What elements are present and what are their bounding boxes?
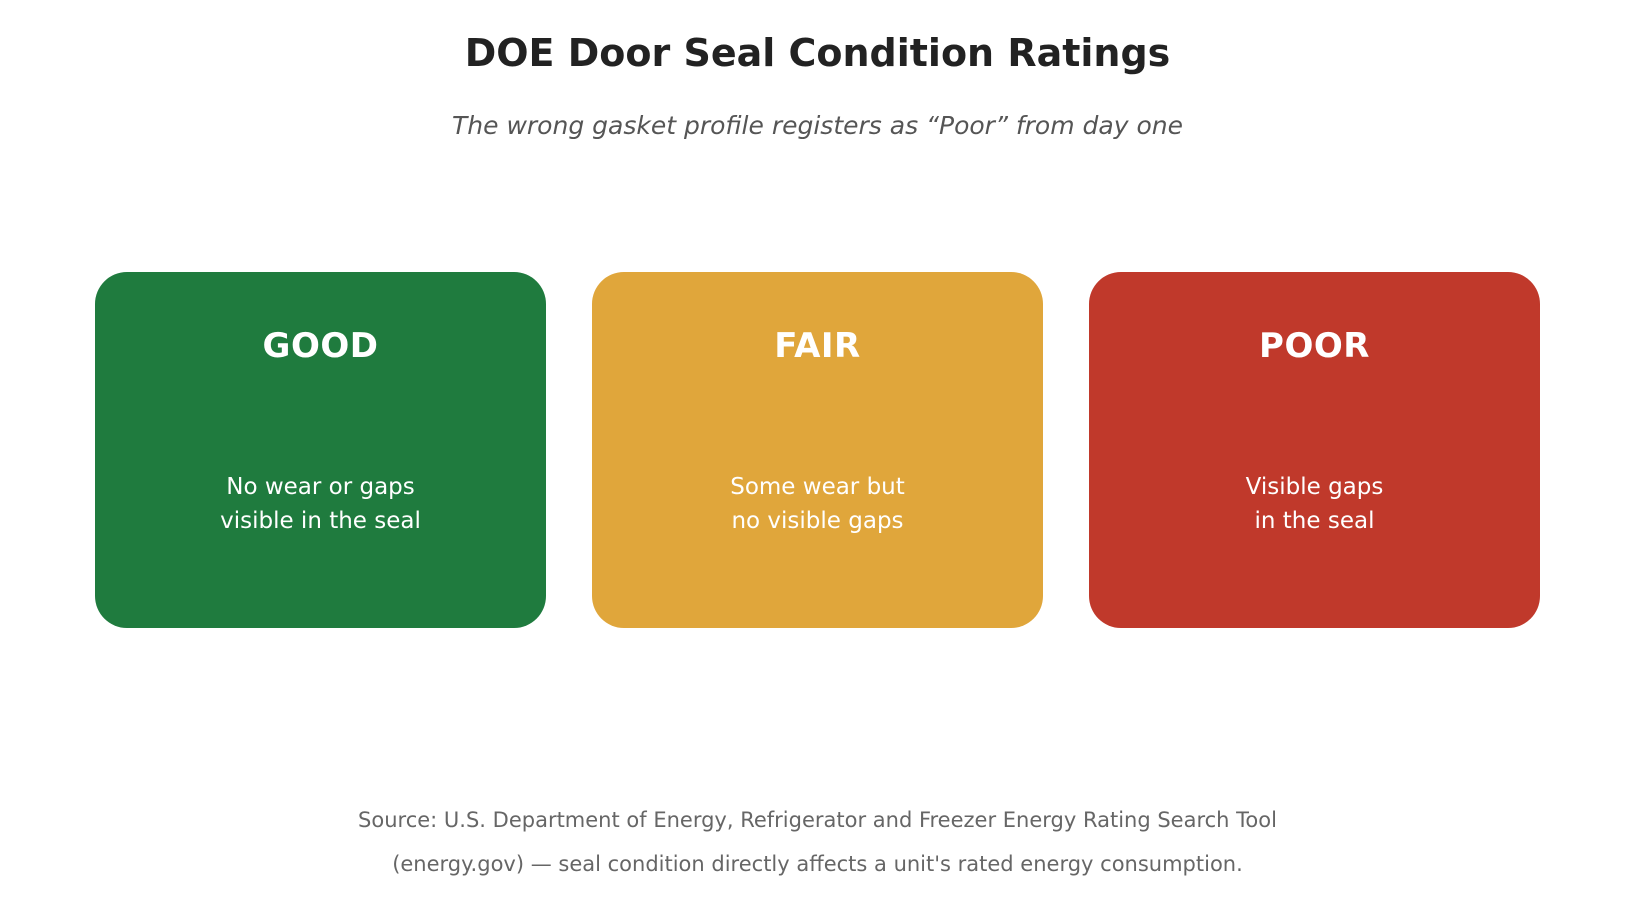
rating-description-line: no visible gaps [731,508,904,534]
rating-description-line: visible in the seal [220,508,421,534]
rating-card-good: GOOD No wear or gaps visible in the seal [95,272,546,628]
rating-description-line: Visible gaps [1245,474,1384,500]
rating-card-poor: POOR Visible gaps in the seal [1089,272,1540,628]
rating-description-poor: Visible gaps in the seal [1089,470,1540,538]
rating-cards: GOOD No wear or gaps visible in the seal… [95,272,1540,628]
rating-description-line: No wear or gaps [226,474,415,500]
page-subtitle: The wrong gasket profile registers as “P… [452,111,1183,140]
rating-description-line: in the seal [1254,508,1375,534]
rating-label-good: GOOD [262,326,379,366]
rating-label-fair: FAIR [774,326,861,366]
source-line: Source: U.S. Department of Energy, Refri… [358,808,1277,832]
rating-description-fair: Some wear but no visible gaps [592,470,1043,538]
page-title: DOE Door Seal Condition Ratings [464,31,1171,75]
rating-card-fair: FAIR Some wear but no visible gaps [592,272,1043,628]
rating-description-good: No wear or gaps visible in the seal [95,470,546,538]
source-note: Source: U.S. Department of Energy, Refri… [0,798,1635,886]
source-line: (energy.gov) — seal condition directly a… [392,852,1243,876]
rating-label-poor: POOR [1259,326,1370,366]
rating-description-line: Some wear but [730,474,905,500]
